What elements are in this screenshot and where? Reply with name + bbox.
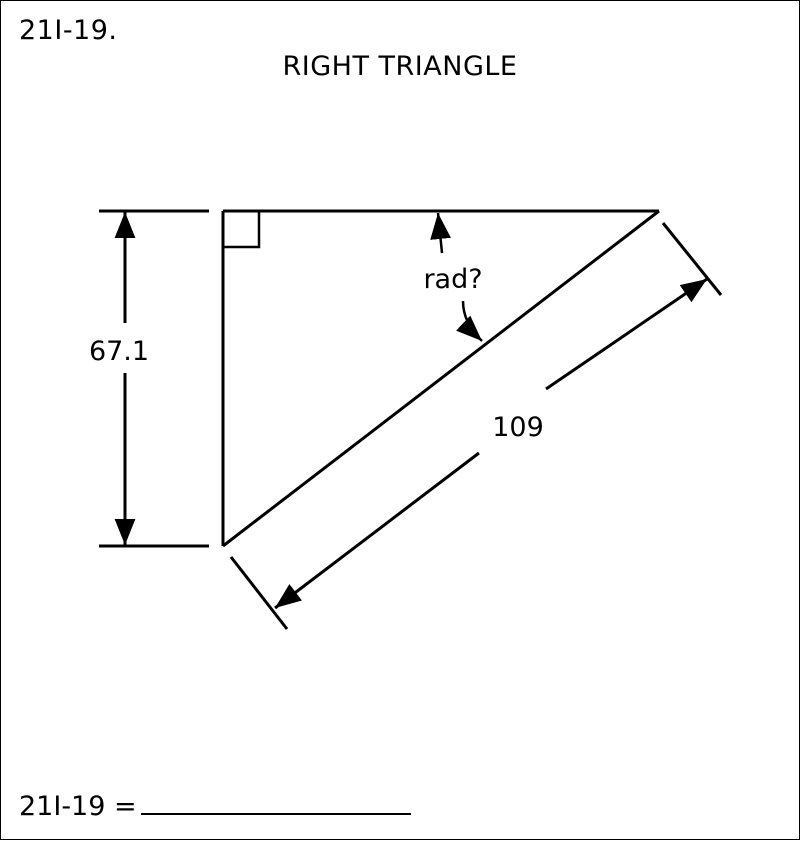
angle-arrow-to-top — [430, 212, 451, 254]
hypotenuse-extension-top — [661, 222, 723, 296]
angle-indicator — [430, 212, 483, 342]
hypotenuse-arrow-upper — [545, 277, 708, 391]
problem-number: 21I-19. — [19, 15, 118, 46]
diagram-title: RIGHT TRIANGLE — [282, 51, 518, 82]
hypotenuse-extension-bottom — [229, 556, 289, 630]
right-angle-marker — [223, 211, 261, 249]
angle-arrow-to-hypotenuse — [455, 300, 483, 342]
answer-line: 21I-19 = — [19, 787, 411, 822]
answer-blank[interactable] — [140, 787, 411, 815]
hypotenuse-label: 109 — [492, 412, 544, 443]
right-triangle — [221, 209, 660, 548]
angle-label: rad? — [423, 264, 482, 295]
hypotenuse-dimension — [229, 222, 723, 630]
height-dimension — [99, 209, 209, 548]
height-label: 67.1 — [89, 336, 149, 367]
triangle-hypotenuse — [222, 209, 660, 548]
hypotenuse-arrow-lower — [274, 451, 480, 610]
answer-prompt: 21I-19 = — [19, 791, 137, 822]
